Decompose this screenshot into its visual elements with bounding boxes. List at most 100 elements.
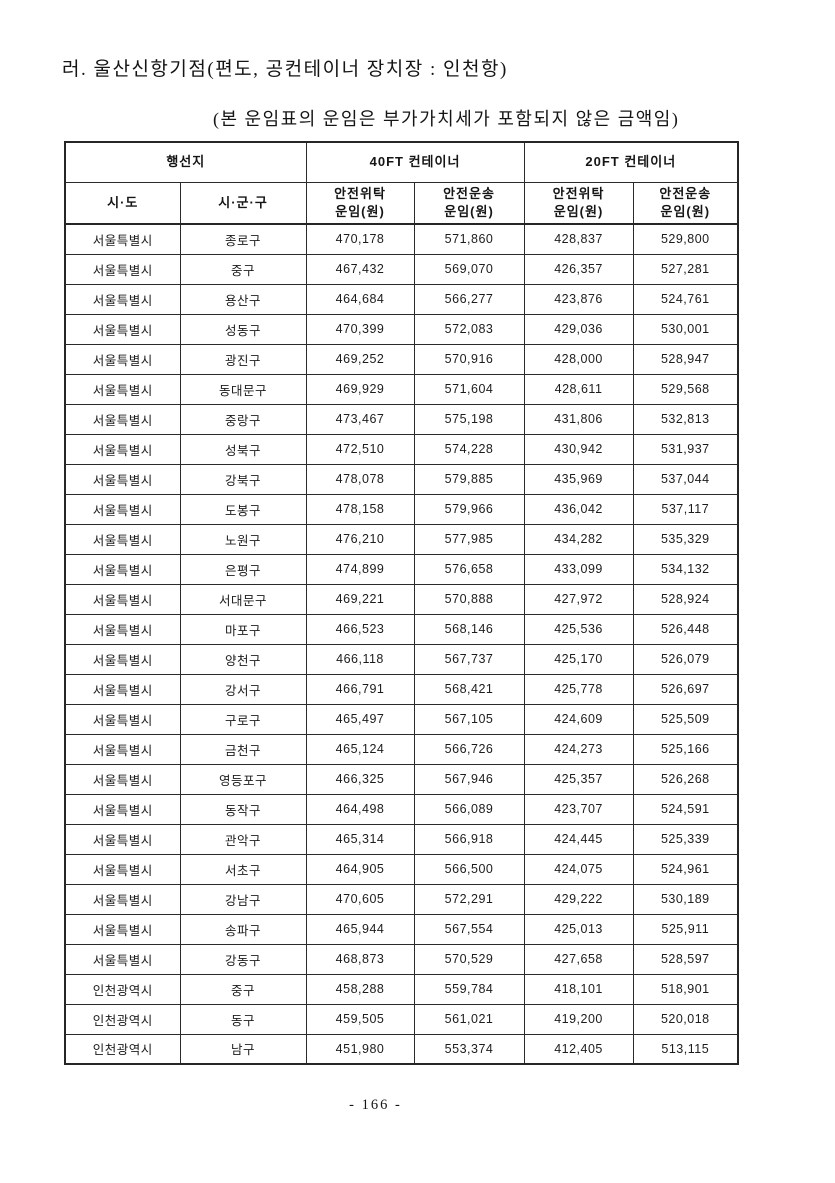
cell-sido: 서울특별시 — [64, 703, 181, 735]
cell-ft40-safe-transport: 567,946 — [413, 763, 525, 795]
cell-ft40-safe-transport: 572,083 — [413, 313, 525, 345]
cell-ft40-safe-transport: 566,277 — [413, 283, 525, 315]
table-body: 서울특별시 종로구 470,178 571,860 428,837 529,800 서울특별… — [64, 223, 739, 1065]
page-number: - 166 - — [349, 1097, 402, 1113]
cell-ft20-safe-consign: 424,075 — [523, 853, 634, 885]
cell-ft20-safe-consign: 428,000 — [523, 343, 634, 375]
cell-sido: 서울특별시 — [64, 373, 181, 405]
header-sigungu: 시·군·구 — [179, 181, 307, 225]
table-row: 서울특별시 용산구 464,684 566,277 423,876 524,761 — [64, 283, 739, 315]
cell-ft20-safe-consign: 436,042 — [523, 493, 634, 525]
cell-ft40-safe-transport: 561,021 — [413, 1003, 525, 1035]
cell-ft20-safe-consign: 423,876 — [523, 283, 634, 315]
cell-ft20-safe-transport: 534,132 — [632, 553, 739, 585]
table-row: 서울특별시 서초구 464,905 566,500 424,075 524,961 — [64, 853, 739, 885]
cell-sido: 서울특별시 — [64, 433, 181, 465]
cell-ft40-safe-consign: 476,210 — [305, 523, 415, 555]
table-row: 서울특별시 중랑구 473,467 575,198 431,806 532,813 — [64, 403, 739, 435]
table-row: 서울특별시 동작구 464,498 566,089 423,707 524,591 — [64, 793, 739, 825]
cell-sido: 서울특별시 — [64, 583, 181, 615]
cell-sigungu: 강서구 — [179, 673, 307, 705]
cell-ft20-safe-transport: 537,117 — [632, 493, 739, 525]
cell-sigungu: 강동구 — [179, 943, 307, 975]
cell-sigungu: 서초구 — [179, 853, 307, 885]
header-40ft-container: 40FT 컨테이너 — [305, 141, 525, 183]
cell-ft20-safe-consign: 426,357 — [523, 253, 634, 285]
cell-ft20-safe-transport: 525,911 — [632, 913, 739, 945]
cell-ft20-safe-transport: 537,044 — [632, 463, 739, 495]
cell-sido: 서울특별시 — [64, 493, 181, 525]
cell-ft20-safe-transport: 526,079 — [632, 643, 739, 675]
cell-sigungu: 구로구 — [179, 703, 307, 735]
cell-sigungu: 은평구 — [179, 553, 307, 585]
cell-sido: 서울특별시 — [64, 673, 181, 705]
cell-sigungu: 노원구 — [179, 523, 307, 555]
cell-ft20-safe-transport: 526,448 — [632, 613, 739, 645]
table-row: 서울특별시 관악구 465,314 566,918 424,445 525,339 — [64, 823, 739, 855]
table-row: 서울특별시 은평구 474,899 576,658 433,099 534,132 — [64, 553, 739, 585]
table-row: 인천광역시 동구 459,505 561,021 419,200 520,018 — [64, 1003, 739, 1035]
cell-sido: 서울특별시 — [64, 763, 181, 795]
cell-sido: 서울특별시 — [64, 883, 181, 915]
cell-ft20-safe-consign: 424,273 — [523, 733, 634, 765]
cell-sigungu: 중구 — [179, 973, 307, 1005]
cell-sido: 서울특별시 — [64, 463, 181, 495]
cell-ft20-safe-transport: 524,591 — [632, 793, 739, 825]
cell-ft40-safe-consign: 466,118 — [305, 643, 415, 675]
cell-ft20-safe-consign: 433,099 — [523, 553, 634, 585]
cell-ft20-safe-consign: 423,707 — [523, 793, 634, 825]
cell-ft20-safe-consign: 429,222 — [523, 883, 634, 915]
table-row: 서울특별시 영등포구 466,325 567,946 425,357 526,268 — [64, 763, 739, 795]
cell-ft20-safe-consign: 435,969 — [523, 463, 634, 495]
cell-sido: 서울특별시 — [64, 343, 181, 375]
cell-ft20-safe-consign: 424,445 — [523, 823, 634, 855]
cell-ft40-safe-consign: 451,980 — [305, 1033, 415, 1065]
cell-ft20-safe-transport: 518,901 — [632, 973, 739, 1005]
cell-ft40-safe-consign: 464,498 — [305, 793, 415, 825]
cell-sigungu: 종로구 — [179, 223, 307, 255]
table-header: 행선지 40FT 컨테이너 20FT 컨테이너 시·도 시·군·구 안전위탁 운… — [64, 141, 739, 225]
cell-ft20-safe-consign: 428,611 — [523, 373, 634, 405]
cell-ft40-safe-transport: 579,885 — [413, 463, 525, 495]
cell-sigungu: 용산구 — [179, 283, 307, 315]
table-row: 서울특별시 양천구 466,118 567,737 425,170 526,079 — [64, 643, 739, 675]
header-sido: 시·도 — [64, 181, 181, 225]
cell-ft40-safe-transport: 570,529 — [413, 943, 525, 975]
cell-ft40-safe-transport: 579,966 — [413, 493, 525, 525]
table-row: 서울특별시 종로구 470,178 571,860 428,837 529,800 — [64, 223, 739, 255]
cell-ft40-safe-consign: 465,497 — [305, 703, 415, 735]
cell-sigungu: 강북구 — [179, 463, 307, 495]
table-row: 서울특별시 노원구 476,210 577,985 434,282 535,329 — [64, 523, 739, 555]
table-row: 서울특별시 중구 467,432 569,070 426,357 527,281 — [64, 253, 739, 285]
cell-sigungu: 도봉구 — [179, 493, 307, 525]
cell-sido: 서울특별시 — [64, 613, 181, 645]
cell-ft40-safe-transport: 571,604 — [413, 373, 525, 405]
cell-ft40-safe-transport: 553,374 — [413, 1033, 525, 1065]
cell-ft40-safe-consign: 469,929 — [305, 373, 415, 405]
cell-ft20-safe-transport: 530,001 — [632, 313, 739, 345]
cell-ft40-safe-transport: 570,888 — [413, 583, 525, 615]
cell-ft20-safe-transport: 524,761 — [632, 283, 739, 315]
cell-ft20-safe-transport: 527,281 — [632, 253, 739, 285]
cell-sido: 서울특별시 — [64, 943, 181, 975]
cell-ft40-safe-consign: 464,905 — [305, 853, 415, 885]
cell-ft20-safe-transport: 525,339 — [632, 823, 739, 855]
cell-sigungu: 관악구 — [179, 823, 307, 855]
cell-sigungu: 중구 — [179, 253, 307, 285]
cell-sido: 서울특별시 — [64, 253, 181, 285]
cell-ft20-safe-consign: 425,357 — [523, 763, 634, 795]
table-row: 서울특별시 도봉구 478,158 579,966 436,042 537,117 — [64, 493, 739, 525]
cell-ft20-safe-transport: 528,597 — [632, 943, 739, 975]
cell-ft20-safe-transport: 525,166 — [632, 733, 739, 765]
cell-sido: 서울특별시 — [64, 913, 181, 945]
cell-sigungu: 광진구 — [179, 343, 307, 375]
cell-ft40-safe-transport: 567,554 — [413, 913, 525, 945]
header-40ft-safe-transport-fee: 안전운송 운임(원) — [413, 181, 525, 225]
cell-ft40-safe-transport: 567,105 — [413, 703, 525, 735]
cell-ft40-safe-transport: 577,985 — [413, 523, 525, 555]
cell-ft20-safe-transport: 529,800 — [632, 223, 739, 255]
cell-sigungu: 동구 — [179, 1003, 307, 1035]
cell-sido: 서울특별시 — [64, 553, 181, 585]
cell-ft40-safe-transport: 569,070 — [413, 253, 525, 285]
